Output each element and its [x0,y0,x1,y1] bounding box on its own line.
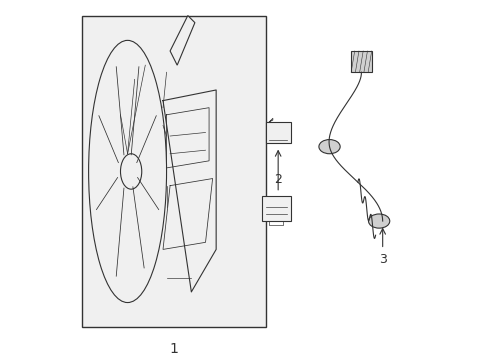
Bar [265,122,290,143]
Polygon shape [170,15,195,65]
Ellipse shape [368,214,389,228]
Ellipse shape [120,154,142,189]
Text: 2: 2 [274,173,282,186]
Bar [81,15,265,327]
Bar [262,196,290,221]
Text: 3: 3 [378,253,386,266]
Text: 1: 1 [169,342,178,356]
Ellipse shape [318,140,340,154]
Bar [350,51,371,72]
Ellipse shape [88,40,166,302]
